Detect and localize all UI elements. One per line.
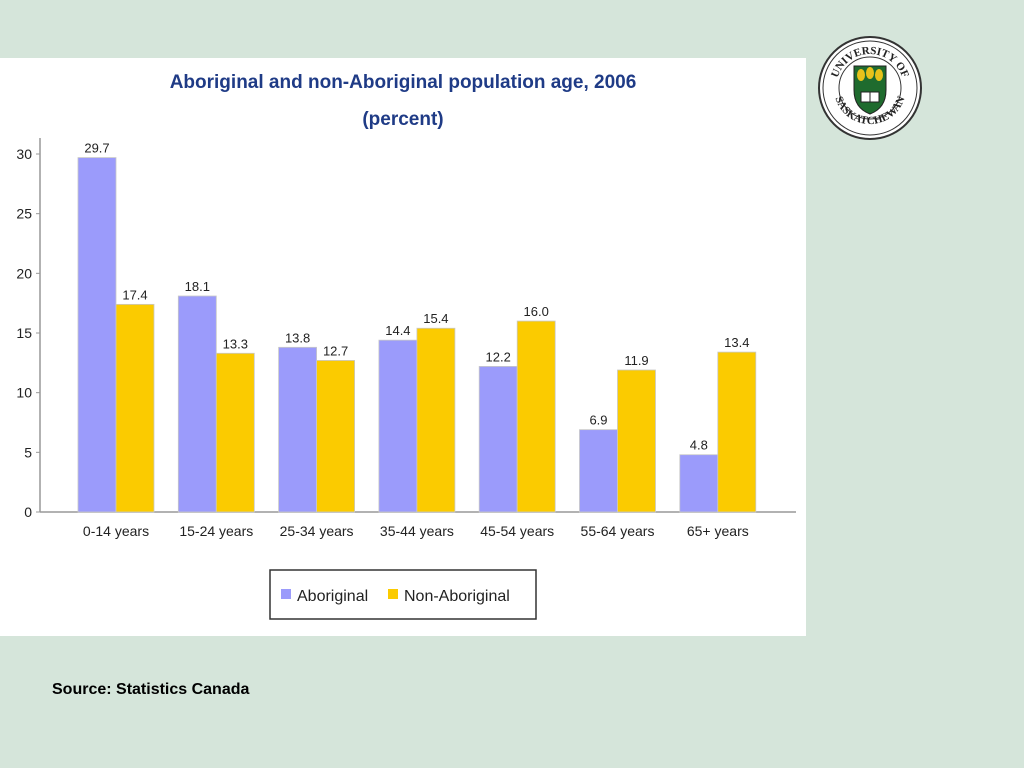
chart-panel: Aboriginal and non-Aboriginal population…: [0, 58, 806, 636]
wheat-sheaf-icon: [857, 67, 883, 81]
data-label: 16.0: [524, 304, 549, 319]
y-tick-label: 30: [16, 146, 32, 162]
data-label: 29.7: [84, 141, 109, 156]
data-label: 13.8: [285, 330, 310, 345]
source-note: Source: Statistics Canada: [52, 681, 250, 698]
data-label: 4.8: [690, 438, 708, 453]
bar-non-aboriginal: [316, 360, 356, 513]
bar-non-aboriginal: [416, 327, 456, 513]
y-tick-label: 5: [24, 444, 32, 460]
bar-non-aboriginal: [516, 320, 556, 513]
legend-swatch-aboriginal: [281, 589, 291, 599]
y-tick-label: 15: [16, 325, 32, 341]
bars: [77, 157, 757, 513]
data-label: 11.9: [624, 353, 648, 368]
bar-non-aboriginal: [717, 351, 757, 513]
bar-chart: Aboriginal and non-Aboriginal population…: [16, 72, 796, 620]
x-tick-label: 35-44 years: [380, 523, 454, 539]
y-tick-label: 25: [16, 206, 32, 222]
data-label: 13.4: [724, 335, 749, 350]
x-tick-label: 15-24 years: [179, 523, 253, 539]
bar-non-aboriginal: [215, 352, 255, 513]
data-label: 6.9: [589, 413, 607, 428]
y-tick-label: 10: [16, 385, 32, 401]
data-label: 17.4: [122, 287, 147, 302]
bar-aboriginal: [177, 295, 217, 513]
x-tick-label: 65+ years: [687, 523, 749, 539]
x-tick-label: 45-54 years: [480, 523, 554, 539]
bar-non-aboriginal: [617, 369, 656, 513]
bar-aboriginal: [378, 339, 418, 513]
chart-title: Aboriginal and non-Aboriginal population…: [170, 72, 637, 93]
legend-box: [269, 569, 537, 620]
data-label: 12.2: [486, 349, 511, 364]
data-labels: 29.7 17.4 18.1 13.3 13.8 12.7 14.4 15.4 12.2 16.0…: [84, 141, 749, 453]
bar-aboriginal: [278, 346, 318, 513]
legend-swatch-non-aboriginal: [388, 589, 398, 599]
chart-subtitle: (percent): [362, 109, 443, 130]
bar-aboriginal: [478, 366, 518, 513]
university-logo: UNIVERSITY OF SASKATCHEWAN: [816, 34, 924, 142]
x-tick-label: 55-64 years: [581, 523, 655, 539]
data-label: 14.4: [385, 323, 410, 338]
university-seal-icon: UNIVERSITY OF SASKATCHEWAN: [818, 36, 922, 140]
x-tick-label: 25-34 years: [280, 523, 354, 539]
data-label: 13.3: [223, 336, 248, 351]
legend-label-non-aboriginal: Non-Aboriginal: [404, 588, 510, 605]
data-label: 12.7: [323, 343, 348, 358]
x-tick-label: 0-14 years: [83, 523, 149, 539]
axes: 0 5 10 15 20 25 30 0-14 years 15-24 years 25-34 y…: [16, 138, 796, 539]
legend: Aboriginal Non-Aboriginal: [269, 569, 537, 620]
bar-aboriginal: [679, 454, 719, 513]
data-label: 18.1: [185, 279, 210, 294]
y-tick-label: 20: [16, 265, 32, 281]
bar-non-aboriginal: [115, 303, 155, 513]
legend-label-aboriginal: Aboriginal: [297, 588, 368, 605]
bar-aboriginal: [77, 157, 117, 513]
y-tick-label: 0: [24, 504, 32, 520]
data-label: 15.4: [423, 311, 448, 326]
bar-aboriginal: [579, 429, 618, 513]
